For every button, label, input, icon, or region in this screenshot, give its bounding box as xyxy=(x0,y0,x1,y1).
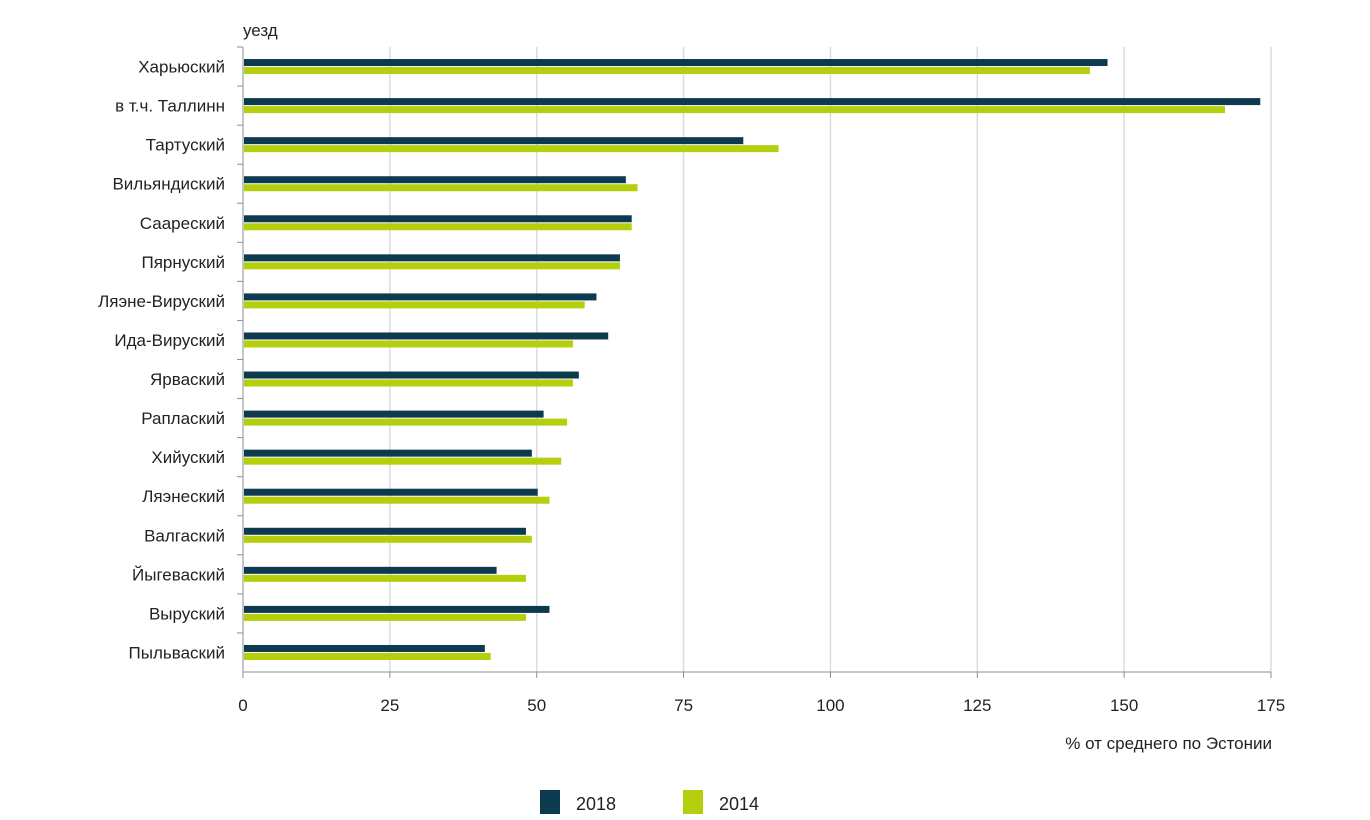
legend-swatch-2014 xyxy=(683,790,703,814)
x-tick-label: 150 xyxy=(1110,696,1138,715)
x-tick-label: 125 xyxy=(963,696,991,715)
axes: 0 25 50 75 100 125 150 175 Харьюский в т.ч. Талли… xyxy=(98,46,1285,715)
x-tick-label: 50 xyxy=(527,696,546,715)
x-tick-label: 75 xyxy=(674,696,693,715)
bar-2018-3 xyxy=(244,176,626,184)
bar-2014-15 xyxy=(244,652,491,660)
x-tick-label: 25 xyxy=(380,696,399,715)
category-label: Тартуский xyxy=(146,136,225,155)
bar-2014-11 xyxy=(244,496,550,504)
bar-2018-11 xyxy=(244,488,538,496)
x-axis-title: % от среднего по Эстонии xyxy=(1065,734,1272,753)
bar-2014-7 xyxy=(244,340,573,348)
bar-2014-5 xyxy=(244,262,620,270)
category-label: Ярваский xyxy=(150,370,225,389)
bar-2014-2 xyxy=(244,145,779,153)
bar-2018-2 xyxy=(244,137,744,145)
bar-2018-5 xyxy=(244,254,620,262)
category-label: Ляэне-Вируский xyxy=(98,292,225,311)
legend-swatch-2018 xyxy=(540,790,560,814)
bar-2014-13 xyxy=(244,574,526,582)
bar-2014-3 xyxy=(244,184,638,192)
x-tick-label: 0 xyxy=(238,696,247,715)
bar-2018-12 xyxy=(244,527,526,535)
bar-2014-8 xyxy=(244,379,573,387)
bar-2018-6 xyxy=(244,293,597,301)
bars xyxy=(244,59,1261,660)
bar-2014-10 xyxy=(244,457,562,465)
bar-2018-15 xyxy=(244,644,485,652)
legend-label: 2014 xyxy=(719,794,759,814)
bar-2014-9 xyxy=(244,418,568,426)
category-label: Ида-Вируский xyxy=(114,331,225,350)
bar-2018-14 xyxy=(244,605,550,613)
category-label: Пярнуский xyxy=(141,253,225,272)
bar-2014-4 xyxy=(244,223,632,231)
bar-2018-10 xyxy=(244,449,532,457)
x-tick-label: 100 xyxy=(816,696,844,715)
category-label: Пыльваский xyxy=(129,643,225,662)
bar-2014-1 xyxy=(244,106,1226,114)
bar-2018-8 xyxy=(244,371,579,379)
category-label: Хийуский xyxy=(151,448,225,467)
category-label: Ляэнеский xyxy=(142,487,225,506)
bar-2014-6 xyxy=(244,301,585,309)
bar-2018-4 xyxy=(244,215,632,223)
category-label: Выруский xyxy=(149,604,225,623)
category-label: Валгаский xyxy=(144,526,225,545)
category-label: Раплаский xyxy=(141,409,225,428)
category-label: в т.ч. Таллинн xyxy=(115,97,225,116)
bar-2018-1 xyxy=(244,98,1261,106)
bar-2014-0 xyxy=(244,67,1090,75)
category-label: Вильяндиский xyxy=(112,175,225,194)
category-label: Харьюский xyxy=(138,58,225,77)
bar-2018-0 xyxy=(244,59,1108,67)
bar-2018-9 xyxy=(244,410,544,418)
legend: 2018 2014 xyxy=(540,790,759,814)
legend-label: 2018 xyxy=(576,794,616,814)
bar-2018-7 xyxy=(244,332,609,340)
category-label: Йыгеваский xyxy=(132,565,225,584)
y-axis-title: уезд xyxy=(243,21,278,40)
x-tick-label: 175 xyxy=(1257,696,1285,715)
bar-2014-12 xyxy=(244,535,532,543)
category-label: Саареский xyxy=(140,214,225,233)
bar-2014-14 xyxy=(244,613,526,621)
bar-2018-13 xyxy=(244,566,497,574)
